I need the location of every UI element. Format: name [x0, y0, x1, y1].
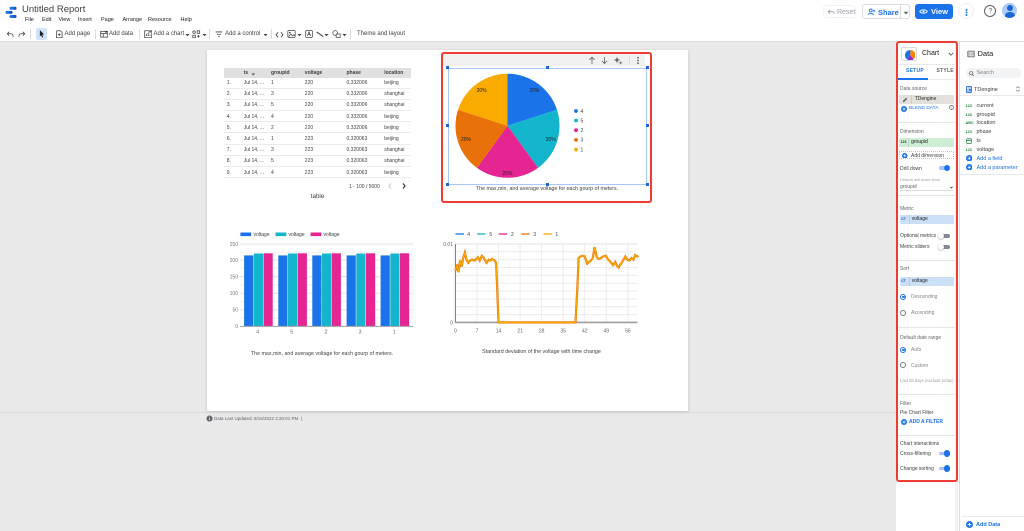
svg-text:21: 21	[517, 329, 523, 335]
svg-text:3: 3	[533, 232, 536, 238]
svg-text:20%: 20%	[529, 88, 540, 94]
svg-text:50: 50	[232, 308, 238, 314]
svg-text:100: 100	[230, 291, 239, 297]
svg-text:3: 3	[581, 138, 584, 144]
svg-text:0.01: 0.01	[443, 242, 453, 248]
svg-text:voltage: voltage	[289, 232, 305, 238]
svg-text:250: 250	[230, 242, 239, 248]
svg-text:0: 0	[454, 329, 457, 335]
svg-text:4: 4	[256, 330, 259, 336]
svg-text:1: 1	[393, 330, 396, 336]
svg-text:7: 7	[476, 329, 479, 335]
svg-text:150: 150	[230, 274, 239, 280]
svg-text:200: 200	[230, 258, 239, 264]
svg-text:4: 4	[467, 232, 470, 238]
svg-text:0: 0	[235, 324, 238, 330]
svg-text:2: 2	[511, 232, 514, 238]
svg-text:0: 0	[450, 321, 453, 327]
svg-text:4: 4	[581, 109, 584, 115]
svg-text:1: 1	[581, 147, 584, 153]
svg-text:56: 56	[625, 329, 631, 335]
svg-text:5: 5	[581, 118, 584, 124]
svg-text:2: 2	[581, 128, 584, 134]
svg-text:20%: 20%	[502, 171, 513, 177]
svg-text:voltage: voltage	[254, 232, 270, 238]
svg-text:42: 42	[582, 329, 588, 335]
svg-text:28: 28	[539, 329, 545, 335]
svg-text:5: 5	[290, 330, 293, 336]
svg-text:3: 3	[359, 330, 362, 336]
svg-text:5: 5	[489, 232, 492, 238]
svg-text:20%: 20%	[546, 137, 557, 143]
svg-text:20%: 20%	[461, 137, 472, 143]
svg-text:1: 1	[555, 232, 558, 238]
svg-text:voltage: voltage	[324, 232, 340, 238]
svg-text:49: 49	[604, 329, 610, 335]
svg-text:20%: 20%	[477, 88, 488, 94]
svg-text:14: 14	[496, 329, 502, 335]
svg-text:35: 35	[560, 329, 566, 335]
svg-text:2: 2	[325, 330, 328, 336]
